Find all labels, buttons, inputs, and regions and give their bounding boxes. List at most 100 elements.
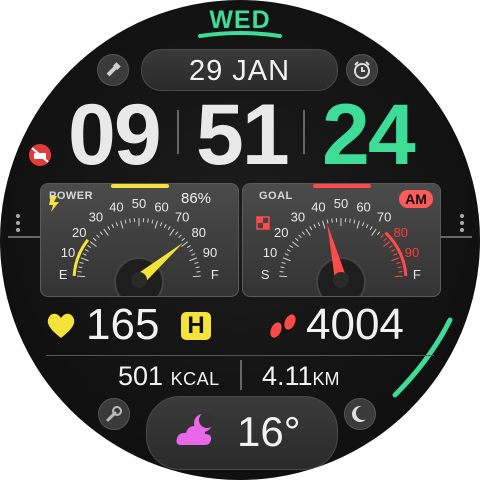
goal-scale-tick (377, 231, 381, 236)
am-pm-badge: AM (399, 190, 433, 208)
goal-scale-tick (291, 241, 299, 248)
goal-flag-icon (256, 216, 270, 230)
steps-value: 4004 (306, 300, 404, 349)
power-scale-tick (87, 245, 92, 249)
goal-scale-tick (391, 257, 400, 262)
footsteps-icon (270, 314, 296, 338)
goal-scale-tick (294, 237, 299, 242)
power-scale-tick (111, 224, 115, 229)
goal-scale-tick (322, 220, 326, 229)
power-scale-tick (115, 222, 119, 227)
goal-scale-tick (369, 226, 373, 231)
goal-scale-tick (365, 224, 369, 229)
goal-tick-label: 60 (356, 199, 370, 214)
goal-top-bar (313, 184, 371, 188)
goal-scale-tick (280, 266, 285, 269)
goal-scale-tick (279, 270, 284, 273)
goal-scale-tick (393, 253, 398, 256)
time-divider-2 (303, 110, 305, 154)
stats-divider (240, 360, 242, 390)
hours: 09 (68, 87, 162, 183)
power-tick-label: 10 (61, 245, 75, 260)
goal-tick-label: 40 (311, 199, 325, 214)
power-scale-tick (186, 245, 191, 249)
goal-scale-tick (281, 261, 286, 264)
power-scale-tick (163, 224, 167, 229)
goal-tick-label: 20 (274, 225, 288, 240)
weather-pill[interactable]: 16° (146, 396, 338, 470)
power-tick-label: 80 (192, 225, 206, 240)
heart-icon (47, 313, 75, 338)
power-scale-tick (181, 237, 186, 242)
goal-tick-label: F (413, 267, 421, 282)
power-title: POWER (49, 190, 94, 202)
power-tick-label: 40 (109, 199, 123, 214)
date-pill[interactable]: 29 JAN (141, 49, 338, 91)
power-needle (135, 242, 184, 285)
power-scale-tick (195, 266, 200, 269)
power-scale-tick (79, 261, 84, 264)
date-label: 29 JAN (188, 55, 291, 87)
power-scale-tick (77, 270, 82, 273)
power-scale-tick (191, 253, 196, 256)
power-tick-label: 20 (72, 225, 86, 240)
right-dots (460, 214, 464, 244)
goal-scale-tick (383, 241, 391, 248)
goal-scale-tick (313, 224, 317, 229)
goal-tick-label: 80 (394, 225, 408, 240)
power-scale-tick (80, 257, 89, 262)
power-scale-tick (194, 261, 199, 264)
power-scale-tick (107, 226, 111, 231)
power-scale-tick (181, 241, 189, 248)
goal-scale-tick (380, 234, 384, 239)
goal-scale-tick (298, 234, 302, 239)
alarm-icon (354, 61, 370, 79)
settings-icon (106, 406, 122, 422)
right-rail (440, 236, 472, 238)
power-scale-tick (178, 234, 182, 239)
minutes: 51 (196, 87, 290, 183)
calories-unit: KCAL (170, 369, 220, 389)
goal-scale-tick (286, 249, 291, 252)
power-scale-tick (192, 275, 201, 278)
power-scale-tick (154, 220, 158, 229)
distance-unit: KM (312, 369, 340, 389)
power-tick-label: 90 (203, 245, 217, 260)
goal-needle-cap (333, 272, 349, 288)
goal-gauge[interactable]: GOAL AM S 10 20 30 40 50 60 70 80 90 F (242, 183, 441, 297)
heart-rate-value: 165 (86, 300, 160, 349)
settings-button[interactable] (98, 398, 130, 430)
left-rail (8, 236, 40, 238)
power-scale-tick (77, 275, 86, 278)
goal-scale-tick (284, 253, 289, 256)
goal-scale-tick (391, 249, 396, 252)
power-scale-tick (99, 231, 103, 236)
goal-scale-tick (396, 261, 401, 264)
goal-scale-tick (371, 228, 377, 236)
goal-title: GOAL (259, 190, 293, 202)
alarm-button[interactable] (346, 54, 378, 86)
power-scale-tick (103, 228, 109, 236)
flashlight-button[interactable] (97, 54, 129, 86)
weather-temp: 16° (237, 408, 301, 455)
power-tick-label: 60 (154, 199, 168, 214)
goal-scale-tick (398, 270, 403, 273)
goal-scale-tick (326, 219, 329, 224)
heart-zone-badge: H (181, 312, 211, 340)
power-gauge[interactable]: POWER 86% E 10 20 30 40 50 60 70 80 90 F (40, 183, 239, 297)
goal-tick-label: 30 (291, 209, 305, 224)
goal-scale-tick (361, 222, 365, 227)
goal-scale-tick (349, 218, 351, 223)
goal-scale-tick (353, 219, 356, 224)
distance-value: 4.11 (262, 361, 313, 391)
seconds: 24 (322, 87, 416, 183)
do-not-disturb-icon (29, 144, 51, 166)
power-scale-tick (96, 234, 100, 239)
power-scale-tick (92, 237, 97, 242)
goal-needle (327, 223, 347, 282)
goal-scale-tick (305, 228, 311, 236)
moon-phase-button[interactable] (344, 398, 376, 430)
